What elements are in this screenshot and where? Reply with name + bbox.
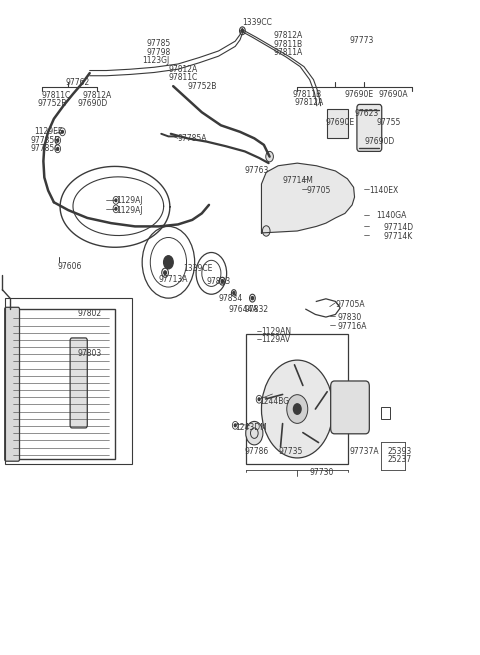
Text: 1129AV: 1129AV	[262, 335, 290, 345]
Text: 97714K: 97714K	[383, 232, 412, 240]
Text: 1129AN: 1129AN	[262, 327, 292, 336]
Text: 1339CC: 1339CC	[242, 18, 272, 27]
Text: 97811A: 97811A	[274, 48, 303, 58]
Text: 97812A: 97812A	[83, 91, 112, 100]
Text: 97785A: 97785A	[178, 134, 207, 143]
Text: 1129AJ: 1129AJ	[116, 206, 143, 215]
Circle shape	[293, 404, 301, 414]
Circle shape	[266, 151, 274, 162]
Text: 1140EX: 1140EX	[369, 186, 398, 195]
Text: 97752B: 97752B	[188, 82, 217, 90]
Text: 25393: 25393	[388, 447, 412, 456]
FancyBboxPatch shape	[331, 381, 369, 434]
Text: 97811C: 97811C	[168, 73, 198, 82]
Text: 97786: 97786	[245, 447, 269, 456]
Circle shape	[164, 255, 173, 269]
Text: 97752B: 97752B	[37, 100, 67, 108]
Text: 97737A: 97737A	[350, 447, 379, 456]
Circle shape	[232, 421, 238, 429]
Text: 97755: 97755	[376, 117, 400, 126]
Circle shape	[241, 29, 243, 32]
Polygon shape	[262, 163, 355, 233]
Text: 97690E: 97690E	[345, 90, 374, 98]
Text: 97644A: 97644A	[228, 305, 258, 314]
Text: 97730: 97730	[309, 468, 334, 477]
Text: 1339CE: 1339CE	[183, 264, 212, 272]
Text: 25237: 25237	[388, 455, 412, 464]
Circle shape	[55, 136, 60, 144]
Bar	[5, 298, 132, 464]
Text: 97763: 97763	[245, 166, 269, 176]
Text: 1243DM: 1243DM	[235, 422, 267, 432]
Text: 97762: 97762	[66, 78, 90, 86]
Circle shape	[164, 271, 167, 274]
Text: 97785: 97785	[147, 39, 171, 48]
Circle shape	[263, 226, 270, 236]
Text: 1244BG: 1244BG	[259, 398, 289, 406]
Circle shape	[61, 130, 63, 133]
Circle shape	[115, 208, 117, 210]
Circle shape	[234, 424, 236, 426]
Text: 97812A: 97812A	[168, 65, 198, 74]
Text: 97832: 97832	[245, 305, 269, 314]
Text: 97713A: 97713A	[159, 274, 188, 284]
Circle shape	[251, 297, 253, 300]
Text: 97714D: 97714D	[383, 223, 413, 233]
Text: 97785C: 97785C	[30, 144, 60, 153]
Text: 97811C: 97811C	[42, 91, 71, 100]
Text: 97690D: 97690D	[364, 137, 395, 146]
Text: 97803: 97803	[78, 349, 102, 358]
Circle shape	[233, 291, 235, 294]
Text: 97690D: 97690D	[78, 100, 108, 108]
Text: 97811B: 97811B	[274, 40, 302, 49]
Circle shape	[57, 147, 59, 150]
Circle shape	[57, 139, 59, 141]
Text: 97705: 97705	[307, 186, 331, 195]
Bar	[246, 334, 348, 464]
Circle shape	[221, 280, 224, 283]
Text: 97798: 97798	[147, 48, 171, 57]
Circle shape	[258, 398, 260, 401]
Circle shape	[256, 396, 262, 403]
Text: 1129AJ: 1129AJ	[116, 196, 143, 206]
Circle shape	[262, 360, 333, 458]
Circle shape	[246, 421, 263, 445]
Circle shape	[113, 196, 119, 204]
Circle shape	[60, 128, 65, 136]
Text: 97812A: 97812A	[274, 31, 303, 41]
Text: 97834: 97834	[218, 293, 243, 303]
Text: 97623: 97623	[355, 109, 379, 118]
Text: 1140GA: 1140GA	[376, 211, 407, 220]
Text: 97716A: 97716A	[338, 322, 367, 331]
Text: 97690A: 97690A	[378, 90, 408, 98]
Text: 97606: 97606	[58, 262, 82, 271]
Text: 97705A: 97705A	[336, 300, 365, 309]
Text: 97735: 97735	[278, 447, 302, 456]
Text: 1123GJ: 1123GJ	[142, 56, 169, 66]
Text: 97802: 97802	[78, 309, 102, 318]
Text: 97812A: 97812A	[295, 98, 324, 107]
Text: 97830: 97830	[338, 313, 362, 322]
Text: 97773: 97773	[350, 36, 374, 45]
Text: 97833: 97833	[206, 276, 231, 286]
FancyBboxPatch shape	[357, 104, 382, 151]
Bar	[10, 309, 115, 459]
Bar	[327, 109, 348, 138]
Text: 97785B: 97785B	[30, 136, 60, 145]
Bar	[381, 407, 390, 419]
FancyBboxPatch shape	[70, 338, 87, 428]
Text: 97690E: 97690E	[326, 117, 355, 126]
Circle shape	[115, 199, 117, 202]
Text: 1129EE: 1129EE	[34, 127, 62, 136]
FancyBboxPatch shape	[5, 307, 20, 461]
Circle shape	[287, 395, 308, 423]
Text: 97811B: 97811B	[292, 90, 322, 98]
Text: 97714M: 97714M	[283, 176, 314, 185]
Circle shape	[55, 145, 60, 153]
Circle shape	[113, 205, 119, 213]
